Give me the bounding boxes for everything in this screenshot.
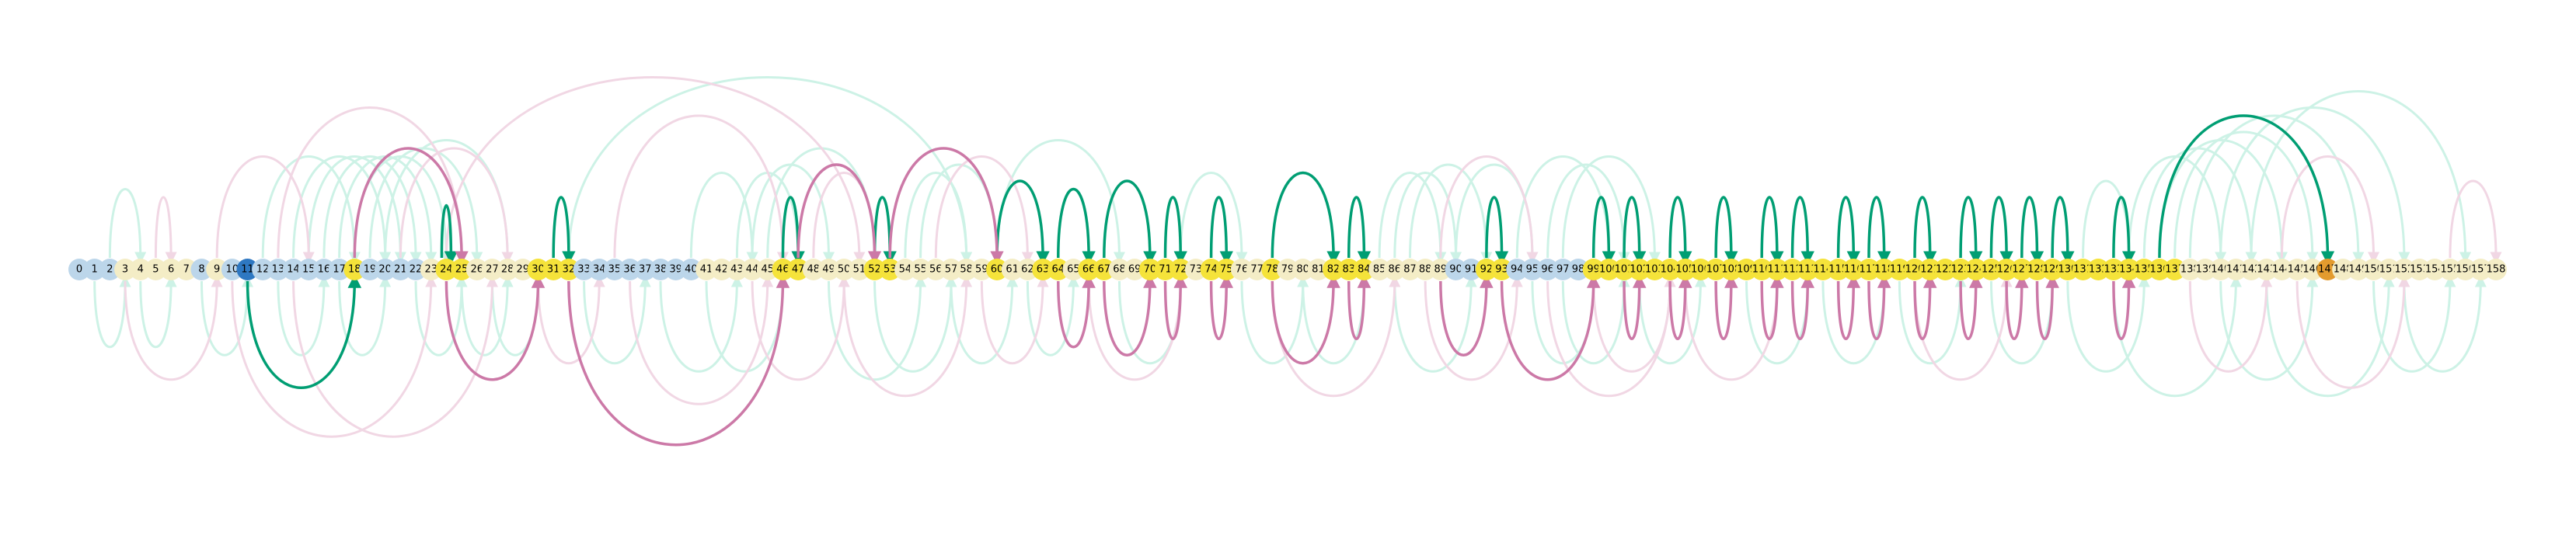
faint-green-arc [95, 281, 125, 347]
green-arc [1793, 197, 1808, 258]
green-arc [2052, 197, 2068, 258]
pink-arc [1961, 281, 1976, 339]
green-arc [1349, 197, 1365, 258]
node-label: 9 [214, 264, 220, 276]
faint-green-arc [691, 173, 752, 259]
green-arc [1272, 173, 1333, 259]
faint-green-arc [2068, 281, 2144, 371]
pink-arc [1441, 281, 1487, 355]
pink-arc [2006, 281, 2022, 339]
pink-arc [1839, 281, 1854, 339]
faint-pink-arc [844, 281, 966, 396]
faint-green-arc [110, 190, 140, 259]
faint-green-arc [584, 281, 646, 363]
green-arc [1166, 197, 1181, 258]
green-arc [1762, 197, 1777, 258]
faint-green-arc [141, 281, 171, 347]
faint-green-arc [2083, 181, 2129, 258]
green-arc [1624, 197, 1640, 258]
green-arc [1670, 197, 1685, 258]
faint-green-arc [1395, 173, 1456, 259]
green-arc [875, 197, 891, 258]
green-arc [997, 181, 1043, 258]
faint-arc-layer [95, 78, 2496, 437]
green-arc [1961, 197, 1976, 258]
faint-green-arc [661, 281, 737, 371]
green-arc [1839, 197, 1854, 258]
faint-green-arc [921, 165, 997, 258]
faint-green-arc [2114, 281, 2236, 396]
node-label: 2 [106, 264, 113, 276]
faint-green-arc [875, 281, 951, 371]
node-label: 3 [122, 264, 128, 276]
faint-green-arc [492, 281, 538, 355]
green-arc [1211, 197, 1227, 258]
green-arc [1991, 197, 2006, 258]
node-label: 6 [168, 264, 174, 276]
faint-pink-arc [2190, 281, 2266, 371]
faint-pink-arc [630, 281, 768, 404]
node-label: 5 [152, 264, 159, 276]
green-arc [1716, 197, 1731, 258]
faint-green-arc [2404, 281, 2480, 371]
green-arc [1487, 197, 1502, 258]
faint-pink-arc [615, 116, 783, 258]
pink-arc [1624, 281, 1640, 339]
pink-arc [1104, 281, 1150, 355]
faint-green-arc [1027, 281, 1073, 355]
green-arc [1058, 190, 1089, 259]
node-label: 1 [92, 264, 98, 276]
faint-pink-arc [155, 197, 171, 258]
pink-arc [1211, 281, 1227, 339]
green-arc [1915, 197, 1930, 258]
pink-arc [1716, 281, 1731, 339]
node-label: 4 [138, 264, 144, 276]
node-label: 7 [183, 264, 190, 276]
node-layer: 0 1 2 3 4 5 6 7 8 9 10 11 12 13 14 15 16 17 18 19 20 21 22 23 24… [68, 259, 2507, 280]
faint-green-arc [2190, 116, 2358, 258]
node-label: 0 [76, 264, 82, 276]
green-arc [553, 197, 569, 258]
faint-green-arc [1395, 281, 1471, 371]
faint-green-arc [1548, 165, 1624, 258]
node-label: 158 [2487, 264, 2506, 276]
node-label: 8 [198, 264, 204, 276]
pink-arc [1670, 281, 1685, 339]
faint-pink-arc [1548, 281, 1670, 396]
pink-arc [798, 165, 874, 258]
green-arc [248, 281, 355, 388]
green-arc [2022, 197, 2037, 258]
green-arc [1869, 197, 1884, 258]
